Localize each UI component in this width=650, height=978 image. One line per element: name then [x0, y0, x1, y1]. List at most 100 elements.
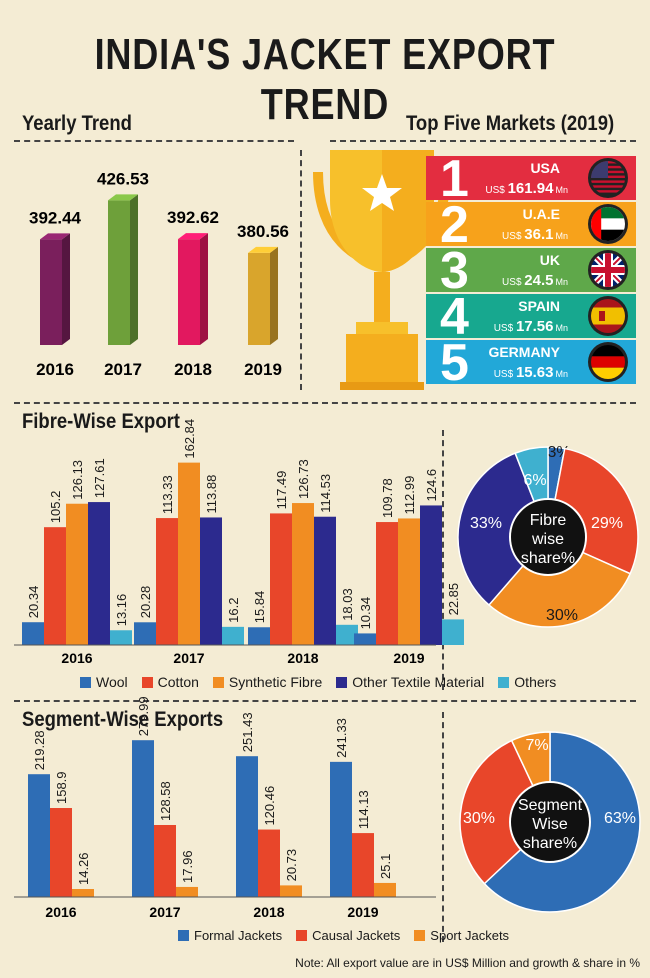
yearly-value-label: 392.62 [167, 208, 219, 227]
fibre-value-label: 162.84 [182, 419, 197, 459]
market-rank: 4 [440, 288, 469, 346]
fibre-value-label: 10.34 [358, 597, 373, 630]
fibre-value-label: 18.03 [340, 588, 355, 621]
legend-label: Formal Jackets [194, 928, 283, 943]
fibre-legend: Wool Cotton Synthetic Fibre Other Textile M… [80, 674, 556, 690]
market-value: US$ 17.56 Mn [494, 318, 568, 335]
segment-bar [236, 756, 258, 897]
legend-swatch [141, 676, 153, 688]
yearly-bar [40, 239, 62, 345]
legend-label: Others [514, 674, 557, 690]
pie-slice-label: 33% [470, 515, 502, 532]
divider [300, 150, 302, 390]
yearly-year-label: 2018 [174, 360, 212, 379]
fibre-value-label: 20.34 [26, 586, 41, 619]
fibre-value-label: 114.53 [318, 474, 333, 513]
fibre-value-label: 22.85 [446, 583, 461, 616]
fibre-value-label: 124.6 [424, 469, 439, 502]
fibre-bar [336, 624, 358, 645]
segment-year-label: 2017 [149, 904, 180, 920]
segment-bar [352, 833, 374, 897]
pie-slice [487, 536, 632, 628]
segment-wise-title: Segment-Wise Exports [22, 708, 224, 731]
pie-slice [459, 739, 551, 885]
legend-swatch [498, 676, 510, 688]
market-rank: 2 [440, 196, 469, 254]
segment-bar [258, 829, 280, 897]
fibre-bar [376, 522, 398, 645]
yearly-trend-title: Yearly Trend [22, 112, 132, 135]
fibre-value-label: 113.33 [160, 475, 175, 514]
fibre-value-label: 126.13 [70, 460, 85, 500]
pie-slice-label: 7% [525, 737, 548, 754]
fibre-year-label: 2017 [173, 650, 204, 666]
fibre-value-label: 15.84 [252, 591, 267, 624]
fibre-bar [178, 462, 200, 645]
legend-swatch [80, 676, 91, 688]
market-value: US$ 15.63 Mn [494, 364, 568, 381]
fibre-wise-title: Fibre-Wise Export [22, 410, 180, 433]
legend-swatch [178, 930, 189, 941]
market-rank: 5 [440, 334, 469, 392]
donut-center-label: Fibre [530, 512, 567, 529]
segment-bar [154, 824, 176, 897]
pie-slice-label: 6% [523, 472, 546, 489]
fibre-value-label: 117.49 [274, 471, 289, 510]
fibre-value-label: 105.2 [48, 491, 63, 524]
fibre-value-label: 126.73 [296, 459, 311, 499]
yearly-bar-top [248, 246, 278, 253]
fibre-bar [66, 503, 88, 645]
market-country: UK [540, 252, 560, 268]
donut-center-label: share% [523, 835, 577, 852]
divider [14, 700, 636, 702]
segment-year-label: 2019 [347, 904, 378, 920]
segment-value-label: 241.33 [334, 718, 349, 758]
segment-value-label: 279.99 [136, 696, 151, 736]
fibre-year-label: 2019 [393, 650, 424, 666]
market-rank: 3 [440, 242, 469, 300]
pie-slice-label: 30% [463, 810, 495, 827]
legend-item: Formal Jackets [178, 928, 282, 943]
fibre-year-label: 2016 [61, 650, 92, 666]
legend-item: Cotton [141, 674, 199, 690]
fibre-bar [200, 517, 222, 645]
trophy-icon [313, 150, 451, 390]
footnote: Note: All export value are in US$ Millio… [295, 956, 640, 970]
legend-item: Other Textile Material [336, 674, 484, 690]
legend-swatch [336, 676, 348, 688]
segment-bar [330, 761, 352, 897]
market-value: US$ 36.1 Mn [502, 226, 568, 243]
legend-item: Causal Jackets [296, 928, 400, 943]
yearly-bar-top [178, 233, 208, 240]
yearly-year-label: 2016 [36, 360, 74, 379]
yearly-bar-top [108, 194, 138, 201]
fibre-bar [354, 633, 376, 645]
yearly-bar [248, 252, 270, 345]
legend-label: Wool [96, 674, 128, 690]
legend-swatch [212, 676, 224, 688]
segment-value-label: 20.73 [284, 849, 299, 882]
legend-swatch [296, 930, 308, 941]
segment-bar [28, 774, 50, 897]
market-country: USA [530, 160, 560, 176]
legend-label: Causal Jackets [312, 928, 401, 943]
segment-bar [50, 808, 72, 897]
fibre-bar [442, 619, 464, 645]
pie-slice [457, 452, 549, 606]
legend-label: Cotton [157, 674, 199, 690]
yearly-bar-side [130, 194, 138, 345]
yearly-value-label: 426.53 [97, 169, 149, 188]
segment-value-label: 219.28 [32, 730, 47, 770]
donut-center-label: Segment [518, 797, 583, 814]
fibre-value-label: 109.78 [380, 478, 395, 518]
segment-value-label: 158.9 [54, 771, 69, 804]
yearly-bar-side [200, 233, 208, 345]
segment-legend: Formal Jackets Causal Jackets Sport Jacket… [178, 928, 509, 943]
divider [14, 402, 636, 404]
fibre-bar [110, 630, 132, 645]
donut-center-label: share% [521, 550, 575, 567]
legend-label: Other Textile Material [352, 674, 485, 690]
yearly-year-label: 2019 [244, 360, 282, 379]
segment-value-label: 114.13 [356, 790, 371, 829]
